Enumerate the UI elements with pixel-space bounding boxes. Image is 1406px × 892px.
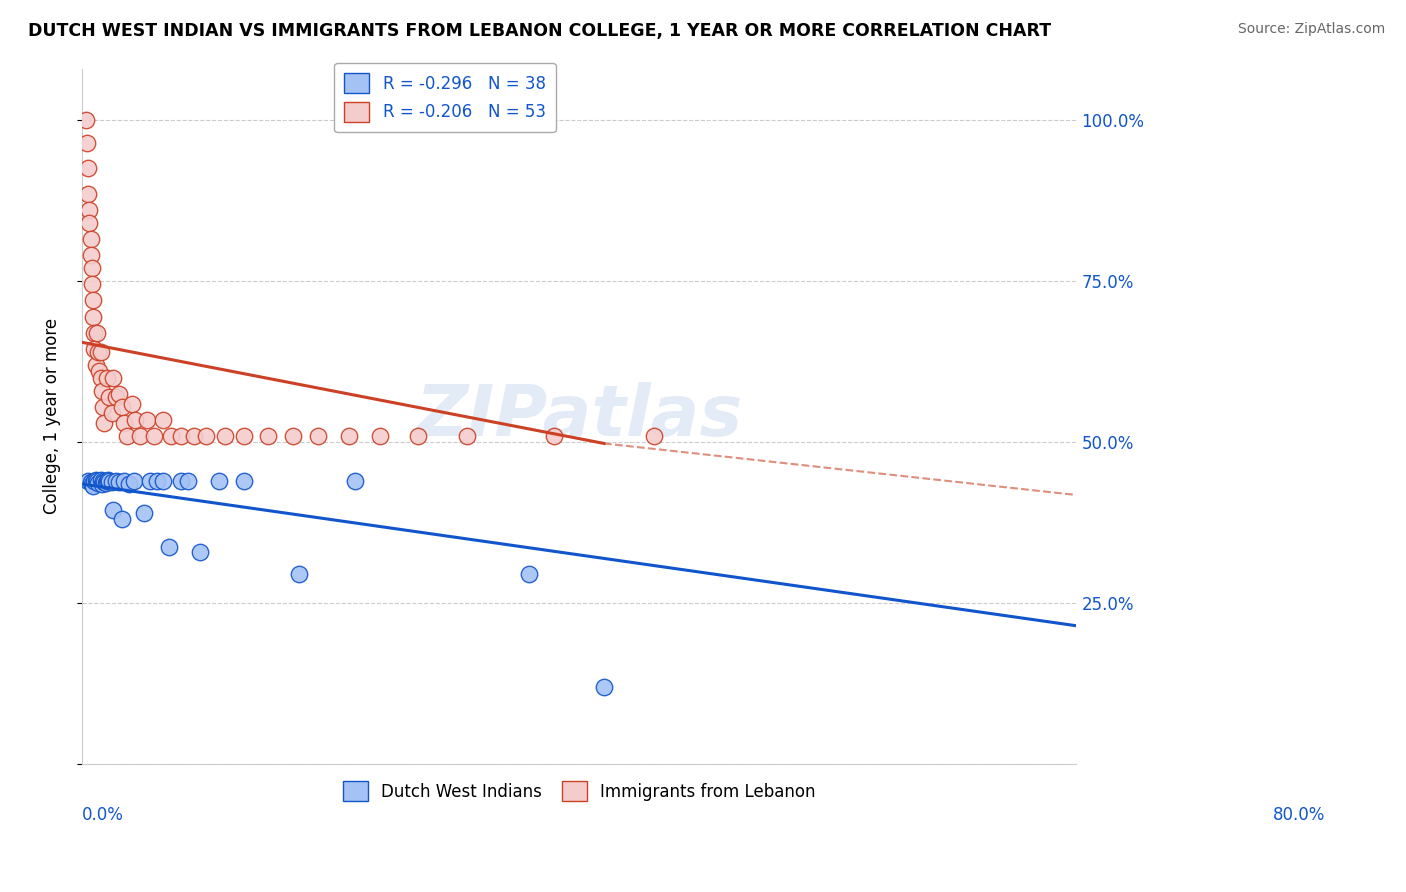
Point — [90, 473, 112, 487]
Text: DUTCH WEST INDIAN VS IMMIGRANTS FROM LEBANON COLLEGE, 1 YEAR OR MORE CORRELATION: DUTCH WEST INDIAN VS IMMIGRANTS FROM LEB… — [28, 22, 1052, 40]
Point — [90, 384, 112, 398]
Legend: Dutch West Indians, Immigrants from Lebanon: Dutch West Indians, Immigrants from Leba… — [336, 774, 823, 808]
Point — [132, 506, 155, 520]
Point — [89, 364, 111, 378]
Point — [76, 136, 98, 150]
Point — [101, 370, 124, 384]
Point — [79, 232, 101, 246]
Point — [170, 428, 193, 442]
Point — [188, 544, 211, 558]
Point — [83, 474, 105, 488]
Point — [283, 428, 305, 442]
Point — [83, 326, 105, 340]
Point — [87, 345, 110, 359]
Point — [122, 474, 145, 488]
Point — [111, 512, 134, 526]
Point — [80, 261, 103, 276]
Point — [135, 412, 157, 426]
Point — [108, 475, 131, 489]
Point — [83, 342, 105, 356]
Point — [456, 428, 478, 442]
Point — [96, 474, 118, 488]
Point — [82, 479, 104, 493]
Text: 0.0%: 0.0% — [82, 806, 124, 824]
Point — [93, 416, 115, 430]
Point — [208, 474, 231, 488]
Point — [84, 473, 107, 487]
Point — [96, 370, 118, 384]
Point — [195, 428, 218, 442]
Point — [643, 428, 665, 442]
Point — [79, 248, 101, 262]
Point — [90, 477, 112, 491]
Point — [124, 412, 146, 426]
Text: 80.0%: 80.0% — [1272, 806, 1324, 824]
Point — [152, 412, 174, 426]
Point — [104, 390, 127, 404]
Point — [183, 428, 205, 442]
Point — [111, 400, 134, 414]
Point — [112, 416, 135, 430]
Point — [98, 474, 121, 488]
Point — [232, 428, 254, 442]
Point — [77, 474, 100, 488]
Point — [118, 477, 141, 491]
Point — [79, 216, 101, 230]
Point — [108, 387, 131, 401]
Point — [90, 370, 112, 384]
Point — [104, 474, 127, 488]
Point — [77, 187, 100, 202]
Point — [519, 567, 541, 582]
Point — [368, 428, 391, 442]
Text: ZIPatlas: ZIPatlas — [416, 382, 742, 450]
Point — [121, 396, 143, 410]
Point — [91, 474, 114, 488]
Point — [337, 428, 360, 442]
Point — [87, 475, 110, 490]
Point — [143, 428, 166, 442]
Point — [75, 113, 97, 128]
Point — [101, 475, 124, 489]
Point — [307, 428, 329, 442]
Point — [79, 475, 101, 489]
Point — [543, 428, 565, 442]
Point — [232, 474, 254, 488]
Point — [80, 277, 103, 292]
Point — [90, 345, 112, 359]
Point — [257, 428, 280, 442]
Point — [115, 428, 138, 442]
Point — [94, 476, 117, 491]
Point — [593, 680, 616, 694]
Point — [86, 475, 108, 489]
Point — [93, 475, 115, 489]
Point — [101, 406, 124, 420]
Point — [170, 474, 193, 488]
Point — [91, 400, 114, 414]
Point — [406, 428, 429, 442]
Point — [129, 428, 152, 442]
Point — [214, 428, 236, 442]
Point — [112, 474, 135, 488]
Point — [82, 293, 104, 308]
Point — [344, 474, 367, 488]
Point — [101, 503, 124, 517]
Point — [288, 567, 311, 582]
Point — [157, 540, 180, 554]
Point — [145, 474, 167, 488]
Point — [84, 358, 107, 372]
Point — [160, 428, 183, 442]
Point — [97, 473, 120, 487]
Point — [80, 477, 103, 491]
Point — [152, 474, 174, 488]
Point — [98, 390, 121, 404]
Text: Source: ZipAtlas.com: Source: ZipAtlas.com — [1237, 22, 1385, 37]
Point — [82, 310, 104, 324]
Point — [139, 474, 162, 488]
Point — [176, 474, 198, 488]
Point — [79, 203, 101, 218]
Point — [86, 326, 108, 340]
Point — [77, 161, 100, 176]
Y-axis label: College, 1 year or more: College, 1 year or more — [44, 318, 60, 515]
